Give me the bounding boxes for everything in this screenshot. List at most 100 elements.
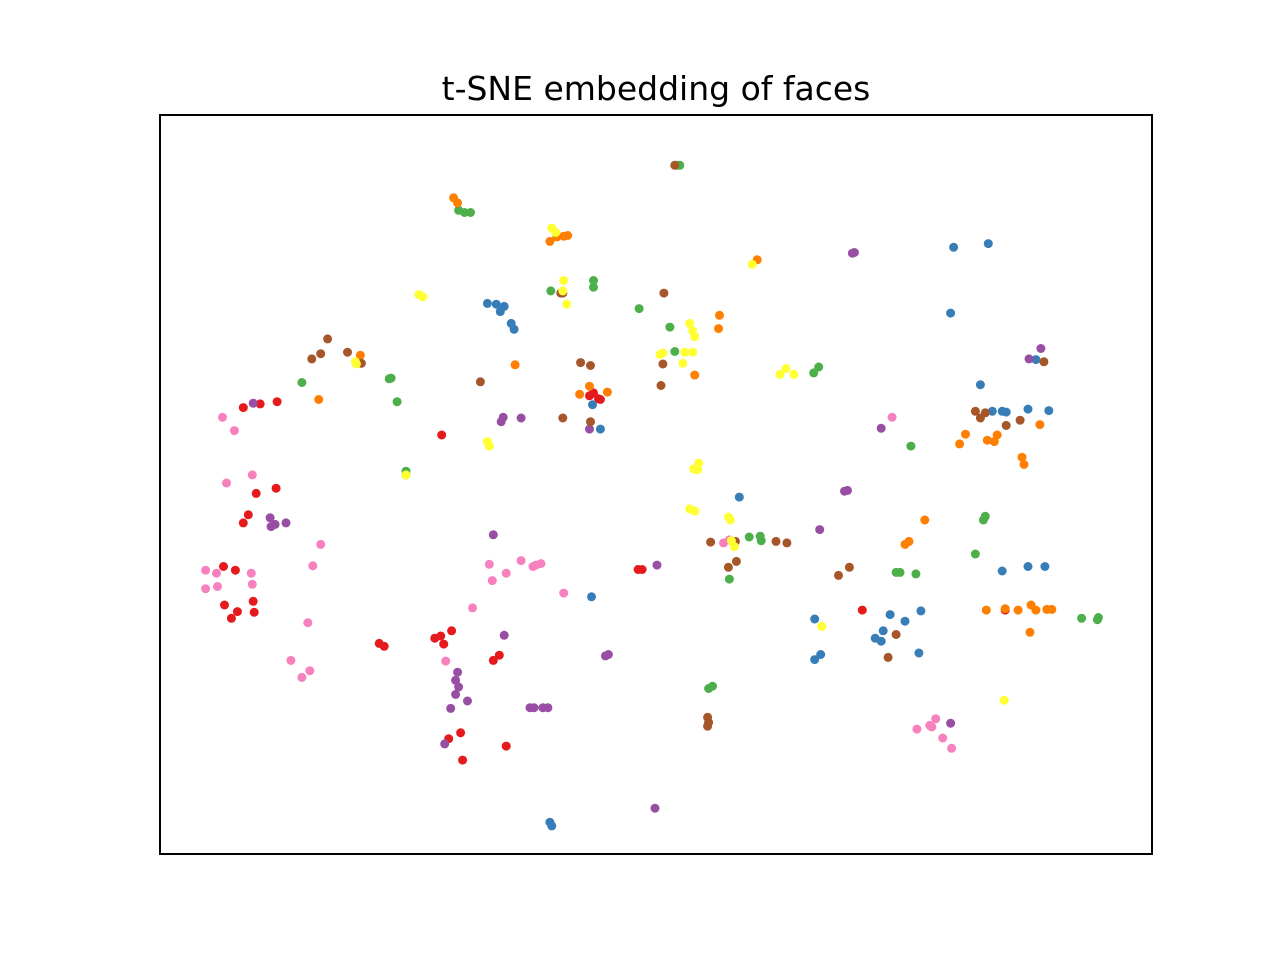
data-point [659,288,669,298]
data-point [946,718,956,728]
data-point [575,389,585,399]
data-point [589,388,598,398]
data-point [585,381,594,391]
data-point [501,568,511,578]
data-point [634,304,644,314]
data-point [475,377,485,387]
data-point [931,714,941,724]
data-point [447,626,457,636]
data-point [1039,357,1049,367]
chart-title: t-SNE embedding of faces [442,69,871,108]
data-point [987,406,997,416]
data-point [496,417,506,427]
data-point [843,485,852,495]
data-point [744,532,754,542]
data-point [652,560,662,570]
data-point [201,565,211,575]
data-point [816,650,826,659]
data-point [545,236,555,246]
data-point [1000,604,1010,614]
data-point [1001,407,1011,417]
data-point [491,299,501,309]
data-point [810,614,820,624]
data-point [501,741,511,751]
data-point [316,349,326,359]
series-1 [482,239,1054,831]
data-point [997,566,1007,576]
data-point [1035,420,1045,430]
data-point [1040,562,1050,571]
data-point [576,358,586,368]
data-point [725,515,735,525]
data-point [755,531,765,541]
data-point [281,518,291,528]
data-point [440,739,450,749]
data-point [303,618,313,628]
data-point [911,569,921,579]
data-point [238,403,248,413]
series-3 [314,193,1057,637]
data-point [484,441,494,451]
data-point [955,439,965,449]
data-point [975,380,985,390]
data-point [1024,354,1034,364]
data-point [1031,355,1041,365]
data-point [980,511,990,521]
data-point [454,682,464,692]
data-point [1031,605,1041,615]
data-point [374,638,384,648]
data-point [265,513,275,523]
data-point [703,721,713,731]
data-point [771,536,781,546]
data-point [589,276,598,285]
data-point [1019,460,1029,469]
data-point [246,568,256,578]
data-point [558,286,568,296]
data-point [559,588,569,598]
data-point [961,429,970,439]
data-point [810,655,820,665]
data-point [255,399,265,409]
data-point [809,368,819,378]
data-points-layer [201,160,1103,831]
series-4 [248,248,1046,813]
data-point [595,395,605,404]
data-point [297,378,307,387]
data-point [980,408,990,418]
data-point [729,542,739,552]
data-point [451,689,461,699]
data-point [439,639,449,649]
data-point [595,424,605,434]
data-point [401,470,411,480]
data-point [305,666,315,676]
data-point [650,803,660,813]
data-point [307,354,317,364]
data-point [488,530,498,540]
data-point [558,413,568,423]
data-point [562,299,572,309]
data-point [844,562,854,572]
data-point [271,483,281,493]
data-point [392,397,402,407]
data-point [938,733,948,743]
data-point [1001,420,1011,430]
plot-area [159,114,1153,855]
data-point [1015,415,1025,425]
data-point [516,413,526,423]
data-point [212,568,221,578]
data-point [670,160,680,170]
data-point [499,630,509,640]
data-point [458,755,468,765]
data-point [690,370,700,380]
data-point [441,656,451,666]
data-point [510,360,520,370]
data-point [219,562,228,571]
data-point [947,743,957,753]
data-point [724,574,734,584]
data-point [451,675,461,685]
data-point [678,358,688,368]
data-point [314,395,324,404]
data-point [484,559,494,569]
data-point [715,310,724,320]
data-point [900,616,910,626]
